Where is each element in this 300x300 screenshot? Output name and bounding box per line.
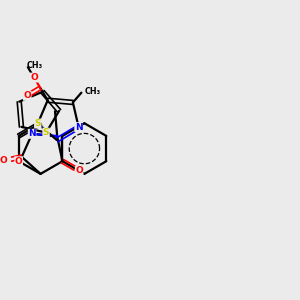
Text: CH₃: CH₃ (84, 87, 101, 96)
Text: CH₃: CH₃ (27, 61, 43, 70)
Text: O: O (15, 157, 22, 166)
Text: O: O (23, 91, 31, 100)
Text: S: S (34, 119, 41, 128)
Text: O: O (75, 166, 83, 175)
Text: N: N (75, 123, 83, 132)
Text: O: O (0, 156, 7, 165)
Text: O: O (30, 73, 38, 82)
Text: N: N (28, 129, 36, 138)
Text: S: S (43, 128, 49, 137)
